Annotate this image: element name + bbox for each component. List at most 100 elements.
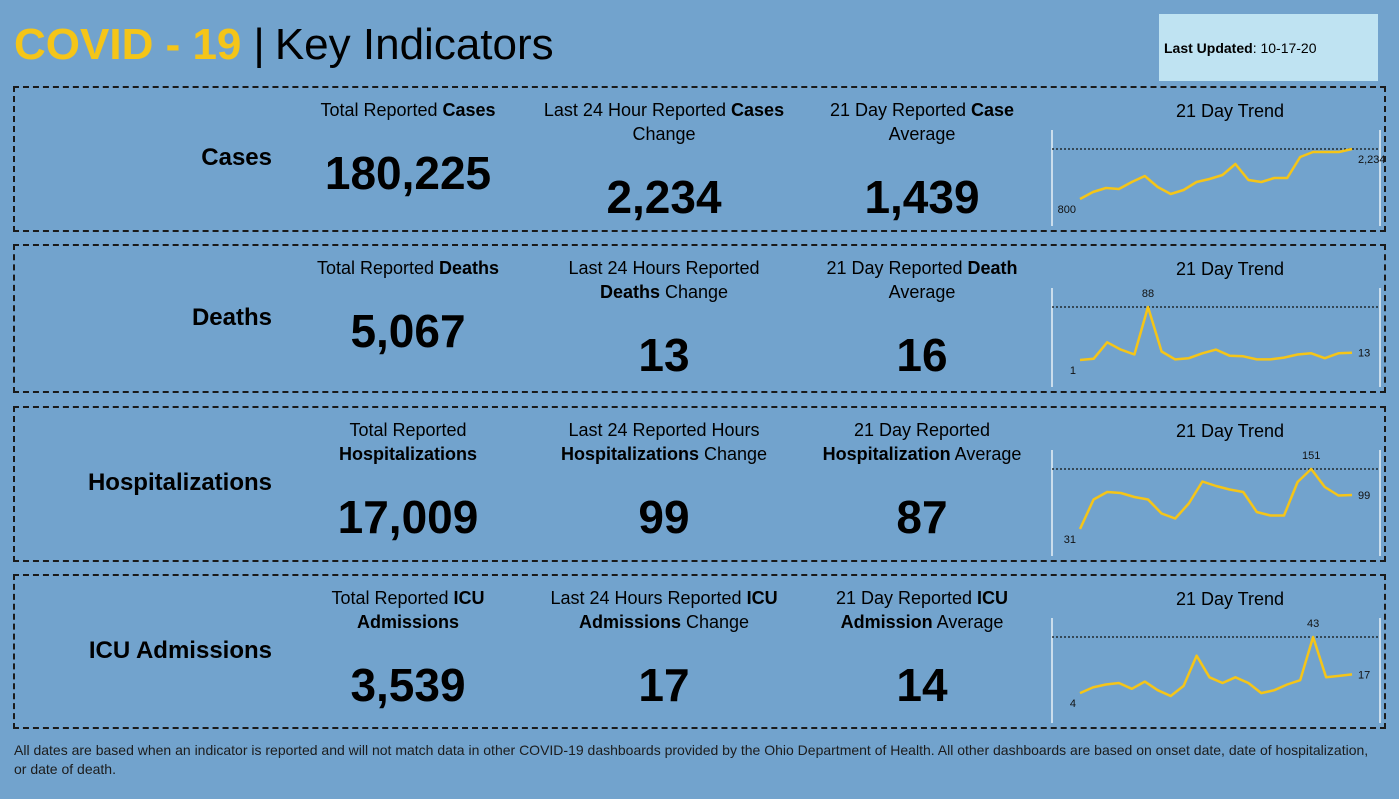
metric-value: 16 bbox=[896, 329, 948, 381]
label-part: 21 Day Reported bbox=[829, 100, 972, 120]
metric-value: 14 bbox=[896, 659, 948, 711]
metric-value: 2,234 bbox=[606, 171, 722, 223]
metric-value: 180,225 bbox=[324, 147, 492, 199]
point-label: 43 bbox=[1307, 618, 1319, 630]
trend-chart: 21 Day Trend 1 88 13 bbox=[1051, 259, 1381, 387]
label-part: 21 Day Reported bbox=[853, 420, 991, 440]
metric: 21 Day Reported Case Average 1,439 bbox=[797, 98, 1047, 222]
trend-title: 21 Day Trend bbox=[1176, 101, 1284, 121]
metric-label: 21 Day Reported Death Average bbox=[797, 256, 1047, 304]
label-part: 21 Day Reported bbox=[826, 258, 968, 278]
title: Key Indicators bbox=[274, 20, 554, 69]
label-part: Cases bbox=[731, 100, 785, 120]
metric-label: Last 24 Hours Reported Deaths Change bbox=[539, 256, 789, 304]
label-part: ICU Admissions bbox=[578, 588, 778, 632]
indicator-panel: Hospitalizations Total Reported Hospitali… bbox=[13, 406, 1386, 562]
trend-line bbox=[1078, 467, 1353, 530]
metric: Total Reported ICU Admissions 3,539 bbox=[283, 586, 533, 710]
label-part: Change bbox=[698, 444, 768, 464]
metric-value: 3,539 bbox=[350, 659, 466, 711]
updated-text: Last Updated: 10-17-20 bbox=[1164, 40, 1317, 56]
label-part: Average bbox=[950, 444, 1022, 464]
label-part: 21 Day Reported bbox=[835, 588, 978, 608]
point-label: 1 bbox=[1070, 365, 1076, 377]
metric: 21 Day Reported Death Average 16 bbox=[797, 256, 1047, 380]
metric: Last 24 Reported Hours Hospitalizations … bbox=[539, 418, 789, 542]
metric-label: 21 Day Reported Case Average bbox=[797, 98, 1047, 146]
row-name: Hospitalizations bbox=[87, 469, 272, 496]
metric: Last 24 Hours Reported ICU Admissions Ch… bbox=[539, 586, 789, 710]
label-part: ICU Admission bbox=[840, 588, 1009, 632]
metric: Total Reported Hospitalizations 17,009 bbox=[283, 418, 533, 542]
label-part: Last 24 Hours Reported bbox=[550, 588, 747, 608]
metric-value: 87 bbox=[896, 491, 948, 543]
header: COVID - 19 | Key Indicators bbox=[14, 18, 554, 72]
metric-label: 21 Day Reported ICU Admission Average bbox=[797, 586, 1047, 634]
metric: Last 24 Hours Reported Deaths Change 13 bbox=[539, 256, 789, 380]
indicator-panel: Cases Total Reported Cases 180,225 Last 24 … bbox=[13, 86, 1386, 232]
point-label: 88 bbox=[1142, 288, 1154, 300]
metric-value: 13 bbox=[638, 329, 690, 381]
label-part: Hospitalizations bbox=[560, 444, 699, 464]
label-part: Last 24 Reported Hours bbox=[568, 420, 760, 440]
metric: Total Reported Cases 180,225 bbox=[283, 98, 533, 198]
metric: 21 Day Reported ICU Admission Average 14 bbox=[797, 586, 1047, 710]
point-label: 800 bbox=[1058, 204, 1076, 216]
indicator-panel: Deaths Total Reported Deaths 5,067 Last 24 … bbox=[13, 244, 1386, 393]
label-part: Last 24 Hour Reported bbox=[543, 100, 732, 120]
label-part: Death bbox=[967, 258, 1018, 278]
label-part: Deaths bbox=[439, 258, 500, 278]
trend-title: 21 Day Trend bbox=[1176, 259, 1284, 279]
metric-value: 17 bbox=[638, 659, 690, 711]
label-part: Change bbox=[659, 282, 729, 302]
trend-line bbox=[1079, 147, 1353, 201]
label-part: Hospitalization bbox=[822, 444, 951, 464]
label-part: Total Reported bbox=[331, 588, 454, 608]
metric-label: Last 24 Hours Reported ICU Admissions Ch… bbox=[539, 586, 789, 634]
label-part: ICU Admissions bbox=[356, 588, 485, 632]
label-part: Change bbox=[680, 612, 750, 632]
trend-chart: 21 Day Trend 31 151 99 bbox=[1051, 421, 1381, 556]
metric-value: 99 bbox=[638, 491, 690, 543]
point-label: 2,234 bbox=[1358, 154, 1385, 166]
trend-line bbox=[1079, 635, 1353, 698]
label-part: Average bbox=[888, 124, 956, 144]
label-part: Total Reported bbox=[320, 100, 443, 120]
trend-chart: 21 Day Trend 4 43 17 bbox=[1051, 589, 1381, 723]
metric-value: 17,009 bbox=[337, 491, 479, 543]
metric: 21 Day Reported Hospitalization Average 8… bbox=[797, 418, 1047, 542]
point-label: 151 bbox=[1302, 450, 1320, 462]
metric-label: Total Reported ICU Admissions bbox=[283, 586, 533, 634]
label-part: Change bbox=[632, 124, 696, 144]
metric-label: Total Reported Hospitalizations bbox=[283, 418, 533, 466]
metric: Last 24 Hour Reported Cases Change 2,234 bbox=[539, 98, 789, 222]
label-part: Hospitalizations bbox=[338, 444, 477, 464]
title-separator: | bbox=[253, 20, 265, 69]
label-part: Last 24 Hours Reported bbox=[568, 258, 760, 278]
metric-label: Last 24 Hour Reported Cases Change bbox=[539, 98, 789, 146]
metric: Total Reported Deaths 5,067 bbox=[283, 256, 533, 356]
label-part: Total Reported bbox=[316, 258, 440, 278]
point-label: 17 bbox=[1358, 669, 1370, 681]
indicator-panel: ICU Admissions Total Reported ICU Admissi… bbox=[13, 574, 1386, 729]
metric-label: Total Reported Deaths bbox=[283, 256, 533, 280]
point-label: 4 bbox=[1070, 698, 1076, 710]
trend-chart: 21 Day Trend 800 2,234 bbox=[1051, 101, 1385, 226]
metric-label: Total Reported Cases bbox=[283, 98, 533, 122]
label-part: Cases bbox=[442, 100, 496, 120]
point-label: 99 bbox=[1358, 490, 1370, 502]
row-name: ICU Admissions bbox=[88, 636, 272, 664]
trend-line bbox=[1079, 305, 1353, 362]
label-part: Case bbox=[971, 100, 1015, 120]
updated-label: Last Updated bbox=[1164, 39, 1253, 56]
point-label: 13 bbox=[1358, 348, 1370, 360]
point-label: 31 bbox=[1064, 534, 1076, 546]
label-part: Average bbox=[888, 282, 956, 302]
metric-value: 1,439 bbox=[864, 171, 980, 223]
updated-box: Last Updated: 10-17-20 bbox=[1159, 14, 1378, 81]
updated-value: : 10-17-20 bbox=[1252, 39, 1317, 56]
metric-value: 5,067 bbox=[350, 305, 466, 357]
title-highlight: COVID - 19 bbox=[14, 20, 242, 69]
label-part: Average bbox=[932, 612, 1004, 632]
